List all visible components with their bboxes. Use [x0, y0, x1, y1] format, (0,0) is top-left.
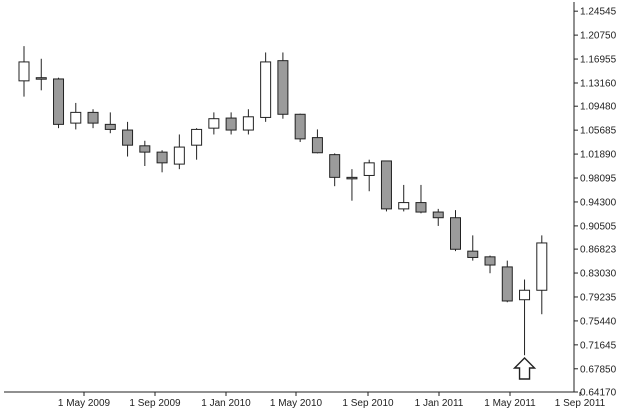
candle-12: [208, 112, 220, 135]
candle-body-up: [70, 111, 82, 124]
x-tick-label: 1 Jan 2011: [415, 398, 464, 409]
y-tick-label: 0.67850: [580, 364, 617, 375]
candle-13: [225, 112, 237, 135]
x-tick-label: 1 May 2010: [270, 398, 323, 409]
candle-2: [35, 58, 47, 91]
y-tick-label: 1.01890: [580, 150, 617, 161]
candle-28: [484, 255, 496, 274]
y-tick-label: 0.90505: [580, 221, 617, 232]
candle-body-down: [415, 202, 427, 213]
y-tick-label: 1.20750: [580, 31, 617, 42]
candle-18: [311, 129, 323, 154]
axes-layer: 1.24545 1.20750 1.16955 1.13160 1.09480 1.056…: [4, 2, 617, 409]
candle-7: [122, 121, 134, 157]
y-tick-label: 0.86823: [580, 245, 617, 256]
candle-body-down: [346, 176, 358, 180]
candle-body-up: [536, 242, 548, 291]
candle-23: [398, 184, 410, 212]
candle-body-down: [450, 217, 461, 250]
candle-body-up: [363, 162, 375, 176]
candle-3: [53, 77, 65, 129]
candle-body-down: [501, 266, 513, 302]
candle-body-down: [122, 129, 134, 146]
candle-body-down: [277, 60, 289, 115]
candles-layer: [18, 46, 548, 356]
candle-body-down: [484, 256, 496, 266]
candle-body-down: [294, 113, 306, 140]
candle-10: [173, 134, 185, 170]
candle-body-down: [53, 78, 65, 125]
y-tick-label: 0.71645: [580, 340, 617, 351]
y-tick-label: 0.98095: [580, 174, 617, 185]
candle-body-up: [398, 202, 410, 210]
candle-31: [536, 235, 548, 315]
candle-15: [260, 52, 272, 122]
candle-20: [346, 169, 358, 201]
candle-body-down: [432, 211, 444, 219]
candle-body-up: [173, 146, 185, 165]
candle-22: [380, 160, 392, 212]
x-tick-label: 1 Sep 2009: [129, 398, 181, 409]
x-tick-label: 1 Sep 2011: [555, 398, 606, 409]
candle-14: [242, 109, 254, 135]
candle-body-up: [242, 116, 254, 131]
candle-body-down: [104, 123, 116, 130]
candle-9: [156, 150, 168, 173]
candle-1: [18, 46, 30, 97]
candle-body-down: [35, 77, 47, 80]
candle-24: [415, 184, 427, 214]
x-tick-label: 1 Sep 2010: [342, 398, 394, 409]
candle-8: [139, 140, 151, 166]
candle-6: [104, 112, 116, 134]
candle-4: [70, 102, 82, 130]
candle-body-down: [380, 160, 392, 210]
candle-16: [277, 52, 289, 119]
y-tick-label: 1.24545: [580, 7, 617, 18]
candle-25: [432, 208, 444, 226]
candle-11: [191, 128, 203, 160]
up-arrow-icon: [512, 357, 537, 380]
candle-body-up: [260, 61, 272, 118]
candle-body-down: [139, 145, 151, 153]
x-tick-label: 1 May 2011: [484, 398, 536, 409]
candle-21: [363, 159, 375, 192]
annotation-layer: [512, 357, 537, 380]
candle-body-up: [208, 118, 220, 129]
candle-19: [329, 153, 341, 187]
candle-27: [467, 235, 479, 261]
candle-body-up: [519, 289, 531, 301]
candle-body-down: [87, 111, 99, 124]
candle-26: [450, 210, 461, 252]
y-tick-label: 1.16955: [580, 55, 617, 66]
candle-30: [519, 279, 531, 356]
y-tick-label: 0.94300: [580, 197, 617, 208]
candle-body-down: [311, 137, 323, 154]
x-tick-label: 1 May 2009: [58, 398, 111, 409]
candle-17: [294, 113, 306, 143]
x-tick-label: 1 Jan 2010: [201, 398, 251, 409]
candle-29: [501, 260, 513, 303]
candle-body-up: [18, 61, 30, 82]
candle-body-down: [225, 117, 237, 131]
y-tick-label: 0.79235: [580, 292, 617, 303]
y-tick-label: 1.09480: [580, 102, 617, 113]
candle-body-down: [467, 250, 479, 258]
y-tick-label: 0.64170: [580, 388, 617, 399]
y-tick-label: 1.13160: [580, 78, 617, 89]
candle-5: [87, 109, 99, 129]
y-tick-label: 0.75440: [580, 316, 617, 327]
candle-body-up: [191, 128, 203, 146]
candle-body-down: [329, 154, 341, 178]
candle-body-down: [156, 151, 168, 164]
y-tick-label: 0.83030: [580, 269, 617, 280]
y-tick-label: 1.05685: [580, 126, 617, 137]
